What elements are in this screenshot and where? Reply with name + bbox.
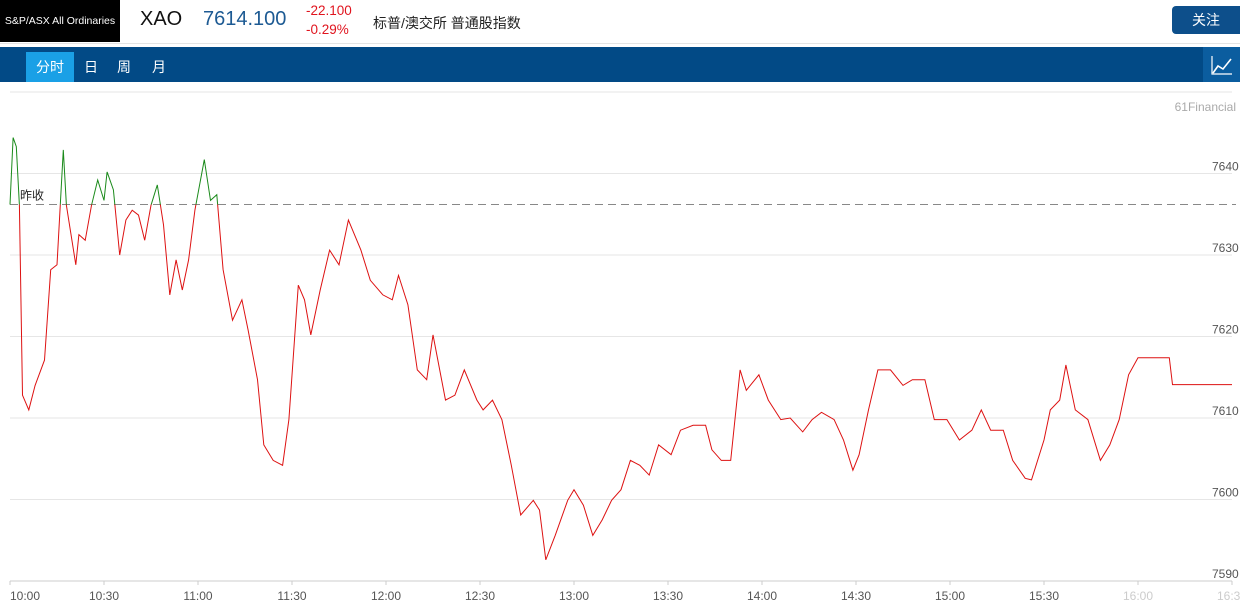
x-tick-label: 13:00 [559,589,589,603]
index-badge: S&P/ASX All Ordinaries [0,0,120,42]
y-tick-label: 7630 [1212,241,1239,255]
y-tick-label: 7600 [1212,486,1239,500]
x-tick-label: 12:30 [465,589,495,603]
x-tick-label: 15:30 [1029,589,1059,603]
x-tick-label: 14:30 [841,589,871,603]
watermark: 61Financial [1175,100,1236,114]
y-tick-label: 7640 [1212,160,1239,174]
x-tick-label: 14:00 [747,589,777,603]
index-name: 标普/澳交所 普通股指数 [373,15,521,31]
tab[interactable]: 日 [84,59,98,75]
symbol: XAO [140,8,183,30]
header: S&P/ASX All Ordinaries XAO 7614.100 -22.… [0,0,1240,44]
icon-line [1212,58,1232,74]
y-tick-label: 7620 [1212,323,1239,337]
chart-icon[interactable] [1203,47,1240,82]
x-tick-label: 11:00 [183,589,212,603]
x-tick-label: 16:00 [1123,589,1153,603]
x-tick-label: 11:30 [277,589,306,603]
x-tick-label: 13:30 [653,589,683,603]
prior-close-label: 昨收 [20,189,44,203]
x-tick-label: 15:00 [935,589,965,603]
price: 7614.100 [203,8,287,30]
tab[interactable]: 周 [117,59,131,75]
follow-button[interactable]: 关注 [1172,6,1240,34]
y-tick-label: 7590 [1212,567,1239,581]
price-line [9,137,1232,560]
icon-axis [1211,56,1232,75]
x-tick-label: 10:30 [89,589,119,603]
change-pct: -0.29% [306,22,349,37]
tab-bar: 分时 日 周 月 [0,47,1240,82]
x-tick-label: 10:00 [10,589,40,603]
y-tick-label: 7610 [1212,404,1239,418]
icon-graphic [1211,56,1232,75]
tab[interactable]: 月 [152,59,166,75]
x-tick-label: 16:30 [1217,589,1240,603]
x-tick-label: 12:00 [371,589,401,603]
change: -22.100 [306,3,352,18]
tab[interactable]: 分时 [26,52,74,82]
